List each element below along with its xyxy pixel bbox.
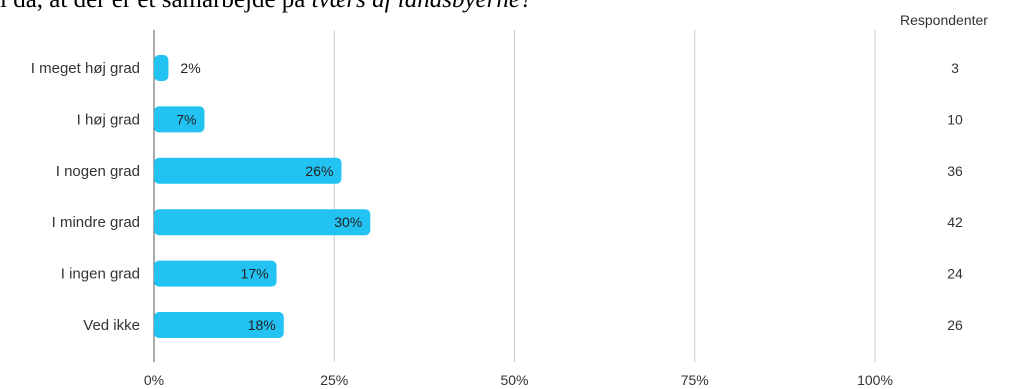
data-label: 7%	[176, 111, 196, 127]
category-label: I høj grad	[77, 111, 140, 128]
bar	[154, 312, 284, 338]
x-tick-label: 0%	[144, 372, 164, 388]
bar	[154, 55, 169, 81]
category-label: I ingen grad	[61, 266, 140, 283]
bar	[154, 157, 342, 184]
data-label: 30%	[334, 214, 362, 230]
x-tick-label: 100%	[857, 372, 893, 388]
respondents-header: Respondenter	[900, 12, 988, 28]
category-label: I mindre grad	[52, 214, 140, 231]
respondent-count: 3	[951, 60, 959, 76]
chart-title: l da, at der er et samarbejde på tværs a…	[0, 0, 880, 14]
data-label: 2%	[180, 60, 200, 76]
respondent-count: 10	[947, 111, 963, 127]
bar	[154, 260, 277, 287]
bar	[154, 106, 205, 133]
data-label: 26%	[305, 163, 333, 179]
respondent-count: 36	[947, 163, 963, 179]
category-label: Ved ikke	[83, 317, 140, 334]
category-label: I nogen grad	[56, 163, 140, 180]
data-label: 17%	[241, 266, 269, 282]
chart-title-italic: tværs af landsbyerne?	[312, 0, 533, 13]
category-label: I meget høj grad	[31, 60, 140, 77]
chart-title-text: l da, at der er et samarbejde på	[0, 0, 312, 13]
x-tick-label: 75%	[681, 372, 709, 388]
respondent-count: 42	[947, 214, 963, 230]
respondent-count: 26	[947, 317, 963, 333]
bar	[154, 209, 371, 236]
respondent-count: 24	[947, 266, 963, 282]
x-tick-label: 25%	[320, 372, 348, 388]
data-label: 18%	[248, 317, 276, 333]
x-tick-label: 50%	[500, 372, 528, 388]
